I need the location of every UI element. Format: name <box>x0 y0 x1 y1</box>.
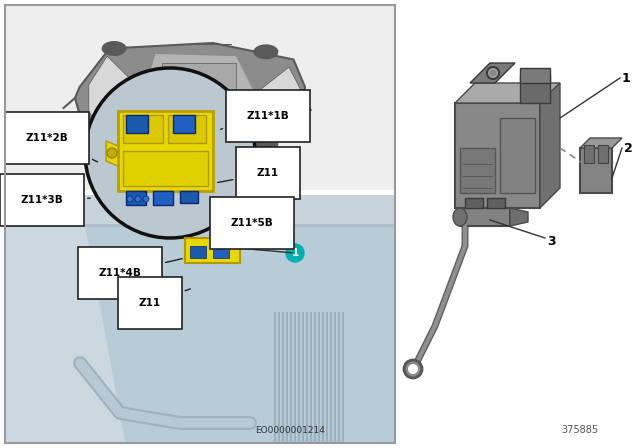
Bar <box>213 246 229 258</box>
Circle shape <box>107 148 117 158</box>
Bar <box>487 198 505 208</box>
Text: Z11: Z11 <box>139 289 190 308</box>
Bar <box>500 118 535 193</box>
Text: 1: 1 <box>622 72 631 85</box>
Bar <box>520 68 550 83</box>
Bar <box>180 191 198 203</box>
Circle shape <box>286 244 304 262</box>
Polygon shape <box>106 141 118 166</box>
Bar <box>460 208 510 226</box>
Text: Z11*1B: Z11*1B <box>221 111 289 129</box>
Circle shape <box>135 196 141 202</box>
Bar <box>190 246 206 258</box>
Ellipse shape <box>102 140 127 155</box>
Polygon shape <box>540 83 560 208</box>
Bar <box>123 151 208 186</box>
Text: 1: 1 <box>291 248 299 258</box>
Text: 3: 3 <box>547 234 556 247</box>
Polygon shape <box>144 54 255 142</box>
Circle shape <box>143 196 149 202</box>
Ellipse shape <box>102 41 127 56</box>
Text: Z11*2B: Z11*2B <box>26 133 97 162</box>
Bar <box>455 103 540 208</box>
Text: EO0000001214: EO0000001214 <box>255 426 325 435</box>
Polygon shape <box>510 208 528 226</box>
Bar <box>185 238 240 263</box>
Circle shape <box>408 364 418 374</box>
Bar <box>460 148 495 193</box>
Polygon shape <box>580 138 622 148</box>
Bar <box>126 115 148 133</box>
Bar <box>465 198 483 208</box>
Bar <box>584 145 594 163</box>
Polygon shape <box>470 63 515 83</box>
Bar <box>153 191 173 205</box>
Ellipse shape <box>253 44 278 59</box>
Bar <box>520 75 550 103</box>
Circle shape <box>490 70 496 76</box>
Circle shape <box>487 67 499 79</box>
Bar <box>6 195 394 225</box>
Text: Z11*3B: Z11*3B <box>20 195 90 205</box>
Polygon shape <box>257 67 300 129</box>
Text: Z11*5B: Z11*5B <box>230 218 273 238</box>
Text: 1: 1 <box>276 108 284 118</box>
Bar <box>168 115 206 143</box>
Ellipse shape <box>253 137 278 152</box>
Circle shape <box>271 104 289 122</box>
Text: 2: 2 <box>624 142 633 155</box>
Bar <box>173 115 195 133</box>
Bar <box>126 191 146 205</box>
Bar <box>598 145 608 163</box>
Polygon shape <box>89 56 141 140</box>
Polygon shape <box>75 43 305 153</box>
Bar <box>298 92 302 103</box>
Text: 375885: 375885 <box>561 425 598 435</box>
Circle shape <box>85 68 255 238</box>
Circle shape <box>127 196 133 202</box>
Bar <box>6 195 394 442</box>
Text: Z11: Z11 <box>218 168 279 182</box>
Bar <box>163 63 236 133</box>
Bar <box>5 5 395 443</box>
Bar <box>123 115 163 143</box>
Bar <box>6 6 394 190</box>
Circle shape <box>404 360 422 378</box>
Polygon shape <box>455 83 560 103</box>
Bar <box>580 148 612 193</box>
Bar <box>118 111 213 191</box>
Polygon shape <box>6 225 125 442</box>
Ellipse shape <box>453 208 467 226</box>
Text: Z11*4B: Z11*4B <box>99 258 182 278</box>
